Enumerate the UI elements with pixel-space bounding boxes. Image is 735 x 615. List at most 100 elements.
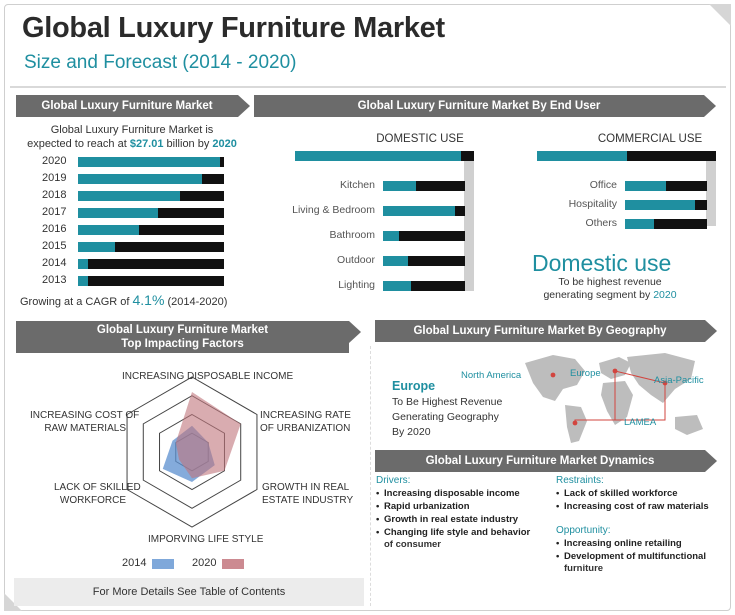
divider (10, 86, 726, 88)
commercial-category-label: Office (589, 179, 617, 191)
market-bar-track (78, 276, 224, 286)
domestic-bar-track (383, 281, 465, 291)
highlight-year: 2020 (653, 289, 677, 301)
year-tick-label: 2019 (42, 172, 67, 184)
commercial-use-label: COMMERCIAL USE (597, 133, 703, 145)
domestic-bar-cap (464, 161, 474, 291)
commercial-bar-track (625, 200, 707, 210)
factor-real-estate-1: GROWTH IN REAL (262, 482, 350, 493)
year-tick-label: 2020 (42, 155, 67, 167)
page-subtitle: Size and Forecast (2014 - 2020) (24, 52, 297, 73)
europe-shape (599, 357, 631, 379)
restraints-title: Restraints: (556, 475, 604, 486)
africa-shape (601, 381, 633, 425)
commercial-total-bar-fill (537, 151, 627, 161)
intro-mid: billion by (166, 138, 210, 150)
domestic-bar-track (383, 256, 465, 266)
drivers-title: Drivers: (376, 475, 411, 486)
cagr-prefix: Growing at a CAGR of (20, 296, 130, 308)
year-tick-label: 2018 (42, 189, 67, 201)
opportunity-item: Development of multifunctional (556, 551, 706, 562)
factor-skilled-workforce-1: LACK OF SKILLED (54, 482, 141, 493)
corner-decoration (709, 4, 731, 26)
dynamics-panel-header: Global Luxury Furniture Market Dynamics (375, 450, 717, 472)
region-europe: Europe (570, 368, 601, 379)
market-bar-track (78, 191, 224, 201)
commercial-bar (625, 200, 695, 210)
region-lamea: LAMEA (624, 417, 657, 428)
cagr-line: Growing at a CAGR of 4.1% (2014-2020) (20, 292, 227, 308)
page-frame (4, 4, 731, 611)
factors-header-line1: Global Luxury Furniture Market (96, 324, 269, 336)
year-tick-label: 2014 (42, 257, 67, 269)
domestic-bar (383, 256, 408, 266)
market-intro-line1: Global Luxury Furniture Market is (50, 124, 214, 136)
radar-chart (126, 376, 258, 528)
market-bar-track (78, 242, 224, 252)
factor-urbanization-1: INCREASING RATE (260, 410, 351, 421)
year-tick-label: 2017 (42, 206, 67, 218)
year-tick-label: 2016 (42, 223, 67, 235)
driver-item: Rapid urbanization (376, 501, 469, 512)
commercial-category-label: Others (585, 217, 617, 229)
factor-life-style: IMPORVING LIFE STYLE (148, 534, 264, 545)
domestic-category-label: Living & Bedroom (292, 204, 375, 216)
legend-2020-label: 2020 (192, 557, 217, 569)
domestic-bar-track (383, 181, 465, 191)
market-bar (78, 157, 220, 167)
opportunity-title: Opportunity: (556, 525, 611, 536)
geography-panel-header: Global Luxury Furniture Market By Geogra… (375, 320, 717, 342)
australia-shape (675, 415, 703, 435)
domestic-bar (383, 281, 411, 291)
geo-line1: To Be Highest Revenue (392, 396, 503, 408)
commercial-category-label: Hospitality (568, 198, 617, 210)
legend-2014-swatch (152, 559, 174, 569)
market-bar-track (78, 259, 224, 269)
driver-item: Increasing disposable income (376, 488, 520, 499)
market-bar-track (78, 157, 224, 167)
intro-year: 2020 (212, 138, 237, 150)
domestic-category-label: Bathroom (329, 229, 375, 241)
market-intro-line2: expected to reach at $27.01 billion by 2… (16, 138, 248, 150)
intro-value: $27.01 (129, 138, 164, 150)
radar-grid-ring (126, 376, 258, 528)
geo-line3: By 2020 (392, 426, 431, 438)
market-panel-header: Global Luxury Furniture Market (16, 95, 250, 117)
factor-raw-materials-1: INCREASING COST OF (30, 410, 140, 421)
market-bar (78, 208, 159, 218)
opportunity-item-continued: furniture (564, 563, 604, 574)
connector-lamea-asia (615, 383, 666, 421)
geo-highlight-title: Europe (392, 379, 436, 393)
region-asia-pacific: Asia-Pacific (654, 375, 704, 386)
domestic-bar (383, 206, 456, 216)
factor-raw-materials-2: RAW MATERIALS (44, 423, 126, 434)
domestic-highlight-line1: To be highest revenue (558, 276, 662, 288)
market-bar (78, 276, 89, 286)
year-tick-label: 2013 (42, 274, 67, 286)
cagr-suffix: (2014-2020) (167, 296, 228, 308)
marker-asia-pacific (662, 380, 668, 386)
domestic-bar-track (383, 231, 465, 241)
radar-series (162, 392, 241, 482)
domestic-bar (383, 181, 416, 191)
asia-shape (627, 353, 695, 403)
end-user-panel-header: Global Luxury Furniture Market By End Us… (254, 95, 716, 117)
commercial-bar-track (625, 219, 707, 229)
highlight-prefix: generating segment by (543, 289, 651, 301)
driver-item: Growth in real estate industry (376, 514, 518, 525)
restraint-item: Lack of skilled workforce (556, 488, 677, 499)
marker-north-america (550, 372, 556, 378)
footer-note: For More Details See Table of Contents (14, 578, 364, 606)
legend-2014-label: 2014 (122, 557, 147, 569)
domestic-category-label: Lighting (338, 279, 375, 291)
opportunity-item: Increasing online retailing (556, 538, 682, 549)
market-bar (78, 259, 89, 269)
domestic-use-label: DOMESTIC USE (376, 133, 464, 145)
map-continents (525, 353, 703, 443)
factor-skilled-workforce-2: WORKFORCE (59, 495, 126, 506)
market-bar (78, 242, 115, 252)
factor-real-estate-2: ESTATE INDUSTRY (262, 495, 354, 506)
world-map (525, 353, 703, 443)
north-america-shape (525, 355, 585, 401)
domestic-total-bar-fill (295, 151, 462, 161)
